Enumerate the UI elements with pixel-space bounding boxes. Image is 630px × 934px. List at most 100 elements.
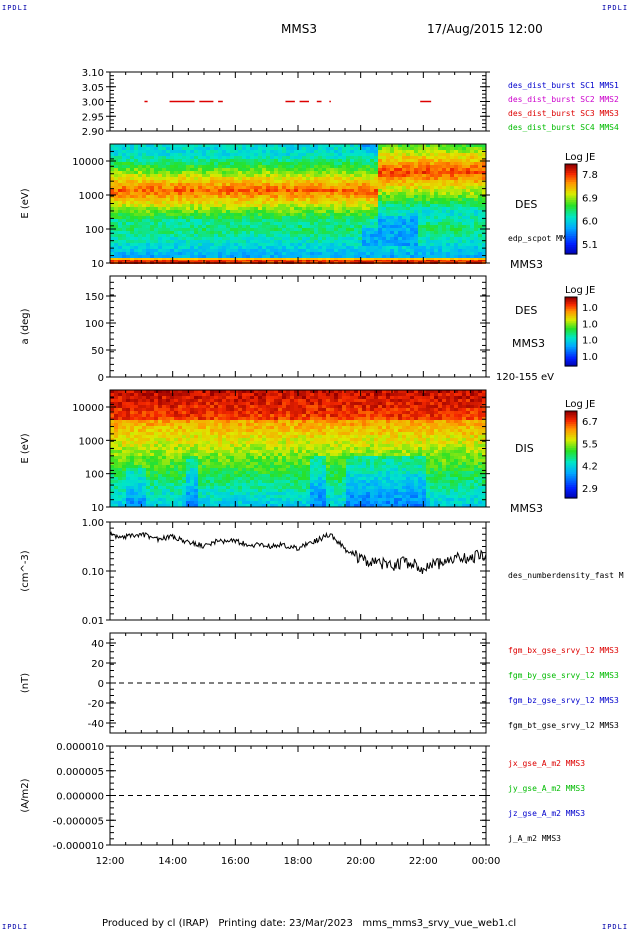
dis-colorbar-swatch <box>565 454 577 458</box>
des-colorbar-swatch <box>565 231 577 235</box>
des-colorbar-swatch <box>565 200 577 203</box>
dis-colorbar-swatch <box>565 450 577 453</box>
pitch-colorbar-swatch <box>565 364 577 367</box>
pitch-colorbar-swatch <box>565 357 577 360</box>
pitch-panel-tick-label: 150 <box>85 292 104 303</box>
dis-panel-tick-label: 10 <box>91 503 104 514</box>
dis-panel-tick-label: 1000 <box>79 436 104 447</box>
des-colorbar-tick: 6.0 <box>582 217 598 228</box>
corner-label-bottom-right: IPDLI <box>602 923 629 931</box>
pitch-panel-tick-label: 0 <box>98 373 104 384</box>
burst-legend-entry: des_dist_burst SC4 MMS4 <box>508 123 619 132</box>
field-panel-time-ticks <box>109 633 487 733</box>
des-colorbar-swatch <box>565 170 577 174</box>
current-ylabel: (A/m2) <box>20 778 31 812</box>
footer-text: Produced by cl (IRAP) Printing date: 23/… <box>102 918 517 929</box>
pitch-panel-minor-ticks <box>110 275 486 378</box>
des-colorbar-swatch <box>565 227 577 230</box>
field-tick-label: 0 <box>98 679 104 690</box>
pitch-colorbar-swatch <box>565 352 577 355</box>
des-colorbar-swatch <box>565 191 577 194</box>
dis-colorbar-swatch <box>565 489 577 493</box>
des-colorbar-swatch <box>565 188 577 192</box>
pitch-colorbar-swatch <box>565 340 577 343</box>
pitch-colorbar-swatch <box>565 338 577 341</box>
pitch-colorbar-swatch <box>565 343 577 346</box>
current-panel-tick-label: 0.000000 <box>56 792 104 803</box>
des-panel-tick-label: 10 <box>91 259 104 270</box>
dis-colorbar-swatch <box>565 452 577 456</box>
des-colorbar-swatch <box>565 204 577 208</box>
pitch-colorbar-swatch <box>565 333 577 336</box>
dis-colorbar-swatch <box>565 463 577 466</box>
pitch-probe-label: MMS3 <box>512 337 545 350</box>
dis-colorbar-swatch <box>565 474 577 477</box>
des-panel-tick-label: 1000 <box>79 191 104 202</box>
time-tick-label: 12:00 <box>96 856 125 867</box>
des-colorbar-swatch <box>565 182 577 185</box>
des-colorbar-title: Log JE <box>565 152 595 163</box>
pitch-colorbar-swatch <box>565 298 577 302</box>
des-colorbar-swatch <box>565 186 577 190</box>
dis-colorbar-tick: 5.5 <box>582 439 598 450</box>
corner-label-top-left: IPDLI <box>2 4 29 12</box>
pitch-colorbar-swatch <box>565 355 577 358</box>
pitch-energy-range: 120-155 eV <box>496 372 554 383</box>
pitch-panel-frame <box>109 275 487 378</box>
pitch-colorbar-swatch <box>565 359 577 362</box>
des-colorbar-swatch <box>565 240 577 244</box>
des-colorbar-swatch <box>565 211 577 215</box>
dis-colorbar-swatch <box>565 421 577 425</box>
pitch-colorbar-tick: 1.0 <box>582 352 598 363</box>
dis-colorbar-swatch <box>565 469 577 473</box>
dis-spectrogram-cells <box>110 390 486 507</box>
des-colorbar-swatch <box>565 215 577 219</box>
dis-colorbar-swatch <box>565 445 577 449</box>
dis-colorbar-swatch <box>565 491 577 495</box>
pitch-colorbar-swatch <box>565 309 577 312</box>
des-colorbar-swatch <box>565 229 577 233</box>
field-tick-label: -40 <box>88 719 104 730</box>
dis-colorbar-swatch <box>565 441 577 445</box>
dis-colorbar-swatch <box>565 482 577 486</box>
pitch-colorbar-swatch <box>565 324 577 327</box>
field-tick-label: 40 <box>91 639 104 650</box>
des-panel-tick-label: 100 <box>85 225 104 236</box>
dis-colorbar-swatch <box>565 432 577 436</box>
field-ylabel: (nT) <box>20 673 31 693</box>
time-tick-label: 20:00 <box>346 856 375 867</box>
dis-colorbar-border <box>564 410 578 499</box>
burst-legend-entry: des_dist_burst SC3 MMS3 <box>508 109 619 118</box>
pitch-colorbar-swatch <box>565 312 577 315</box>
dis-colorbar-swatch <box>565 443 577 447</box>
pitch-panel-tick-label: 100 <box>85 319 104 330</box>
dis-colorbar-swatch <box>565 478 577 482</box>
pitch-colorbar-swatch <box>565 360 577 364</box>
dis-colorbar-title: Log JE <box>565 399 595 410</box>
dis-colorbar-swatch <box>565 456 577 460</box>
time-tick-label: 18:00 <box>284 856 313 867</box>
dis-side-label: DIS <box>515 442 534 455</box>
pitch-colorbar-swatch <box>565 326 577 329</box>
current-legend-entry: j_A_m2 MMS3 <box>508 834 561 843</box>
dis-colorbar-tick: 6.7 <box>582 417 598 428</box>
field-tick-label: -20 <box>88 699 104 710</box>
density-series-line <box>109 531 487 574</box>
dis-colorbar-swatch <box>565 484 577 488</box>
dis-colorbar-swatch <box>565 411 577 414</box>
field-legend-entry: fgm_bx_gse_srvy_l2 MMS3 <box>508 646 619 655</box>
pitch-colorbar-swatch <box>565 348 577 352</box>
des-panel-tick-label: 10000 <box>72 157 104 168</box>
des-colorbar-swatch <box>565 238 577 242</box>
pitch-colorbar-swatch <box>565 353 577 357</box>
pitch-panel-tick-label: 50 <box>91 346 104 357</box>
pitch-colorbar-tick: 1.0 <box>582 319 598 330</box>
des-colorbar-swatch <box>565 209 577 212</box>
dis-colorbar-swatch <box>565 458 577 462</box>
des-colorbar-swatch <box>565 173 577 176</box>
dis-colorbar-swatch <box>565 476 577 480</box>
pitch-colorbar-swatch <box>565 362 577 365</box>
pitch-colorbar-swatch <box>565 310 577 314</box>
des-colorbar-swatch <box>565 242 577 246</box>
pitch-colorbar-swatch <box>565 307 577 310</box>
